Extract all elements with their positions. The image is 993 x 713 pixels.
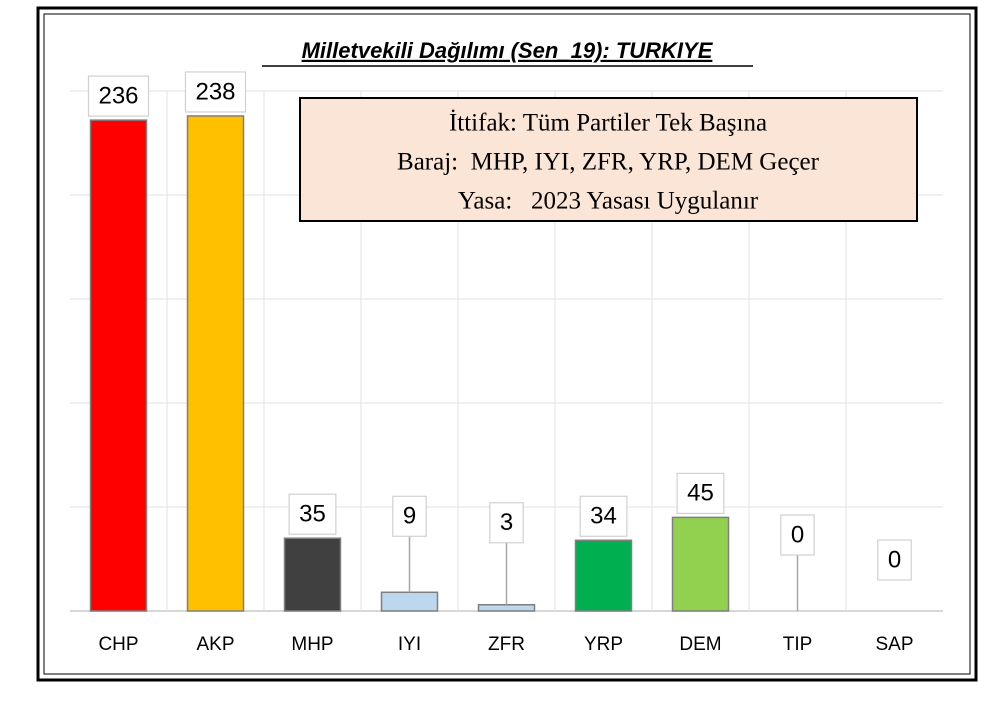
data-label-box — [489, 502, 524, 544]
bar — [89, 119, 148, 612]
bar — [574, 539, 633, 612]
x-tick-label: DEM — [679, 634, 721, 655]
data-label-box — [288, 493, 337, 535]
data-label-box — [780, 514, 815, 556]
inner-frame — [43, 13, 971, 675]
annotation: İttifak: Tüm Partiler Tek Başına — [449, 110, 767, 137]
data-label-box — [392, 495, 427, 537]
bar — [477, 604, 536, 612]
data-label-box — [184, 71, 247, 113]
data-label: 238 — [195, 78, 235, 105]
data-label-box — [579, 495, 628, 537]
x-tick-label: AKP — [196, 634, 234, 655]
data-label-box — [87, 75, 150, 117]
x-tick-label: SAP — [875, 634, 913, 655]
data-label-box — [877, 539, 912, 581]
data-label: 3 — [500, 509, 513, 536]
data-label: 34 — [590, 503, 617, 530]
bar — [380, 591, 439, 612]
bar — [186, 115, 245, 612]
annotation: Yasa: 2023 Yasası Uygulanır — [458, 188, 759, 215]
data-label: 236 — [98, 82, 138, 109]
chart-title: Milletvekili Dağılımı (Sen_19): TURKIYE — [302, 38, 714, 63]
x-tick-label: CHP — [98, 634, 138, 655]
bar — [671, 516, 730, 612]
bar — [283, 537, 342, 612]
data-label-box — [676, 472, 725, 514]
data-label: 9 — [403, 503, 416, 530]
x-tick-label: ZFR — [488, 634, 525, 655]
x-tick-label: YRP — [584, 634, 623, 655]
x-tick-label: TIP — [783, 634, 813, 655]
data-label: 45 — [687, 480, 714, 507]
data-label: 35 — [299, 501, 326, 528]
x-tick-label: IYI — [398, 634, 421, 655]
data-label: 0 — [791, 521, 804, 548]
annotation-box — [299, 97, 918, 222]
x-tick-label: MHP — [291, 634, 333, 655]
data-label: 0 — [888, 546, 901, 573]
annotation: Baraj: MHP, IYI, ZFR, YRP, DEM Geçer — [397, 149, 820, 176]
